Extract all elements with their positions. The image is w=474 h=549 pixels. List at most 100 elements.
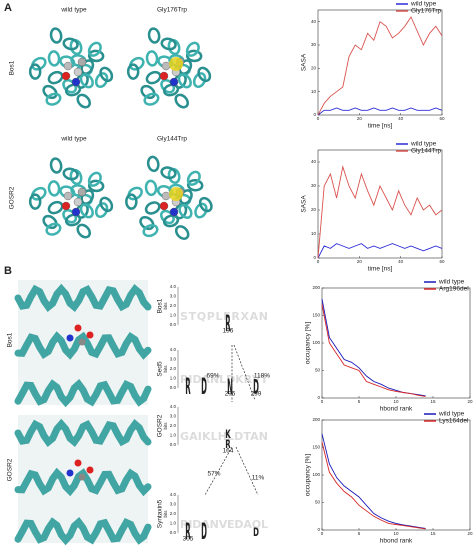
helix <box>147 27 161 44</box>
y-axis-label: occupancy [%] <box>305 322 312 364</box>
logo-position: 296 <box>225 391 236 398</box>
atom <box>71 207 81 217</box>
logo-tick-label: 2.0 <box>170 511 177 516</box>
helix <box>49 27 63 44</box>
x-tick-label: 60 <box>439 116 445 121</box>
y-tick-label: 30 <box>311 183 317 188</box>
logo-letter: R <box>185 519 190 545</box>
logo-tick-label: 2.0 <box>170 366 177 371</box>
x-tick-label: 5 <box>358 531 361 536</box>
helix <box>186 170 201 186</box>
helix <box>62 167 79 181</box>
helix <box>42 84 58 100</box>
helix <box>28 63 42 80</box>
helix <box>76 93 91 109</box>
atom <box>77 187 87 197</box>
logo-letter: R <box>225 438 230 451</box>
legend-label: wild type <box>410 1 437 8</box>
helix <box>14 331 152 360</box>
series-line <box>321 433 426 529</box>
logo-letter: D <box>201 519 207 545</box>
helix <box>129 56 145 71</box>
helix <box>47 180 61 197</box>
logo-position: 164 <box>223 448 234 455</box>
logo-letter: D <box>253 526 259 539</box>
helix <box>139 215 155 231</box>
logo-tick-label: 1.0 <box>170 376 177 381</box>
logo-tick-label: 0.0 <box>170 442 177 447</box>
row-label: Bos1 <box>9 60 16 75</box>
helix <box>47 50 61 67</box>
legend-label: Gly176Trp <box>411 8 441 15</box>
y-axis-label: SASA <box>301 195 308 213</box>
series-line <box>317 16 443 116</box>
helix <box>62 37 79 51</box>
series-line <box>317 243 443 259</box>
y-tick-label: 40 <box>311 159 317 164</box>
y-axis-label: SASA <box>301 53 308 71</box>
atom <box>78 473 86 481</box>
x-axis-label: time [ns] <box>368 123 393 130</box>
legend-label: Arg196del <box>439 286 469 293</box>
helix <box>87 171 102 187</box>
x-tick-label: 0 <box>317 259 320 264</box>
helix <box>76 223 91 239</box>
atom <box>73 67 83 77</box>
x-axis-label: hbond rank <box>380 538 413 545</box>
atom <box>161 191 171 201</box>
atom <box>63 191 73 201</box>
helix <box>49 157 63 174</box>
helix <box>87 49 105 63</box>
sequence-logos: Bos1 bits0.01.02.03.04.0STQPLFRXANR196Sed… <box>157 284 269 544</box>
x-tick-label: 40 <box>398 259 404 264</box>
helix <box>145 50 159 67</box>
helix <box>79 73 94 89</box>
helix <box>144 201 161 215</box>
helix <box>64 213 82 227</box>
helix <box>192 72 207 89</box>
logo-axis-label: bits <box>163 365 168 373</box>
plot-frame <box>321 287 471 399</box>
x-tick-label: 20 <box>467 531 473 536</box>
legend-label: wild type <box>438 279 465 286</box>
helix <box>194 202 208 219</box>
series-line <box>321 304 426 397</box>
helix <box>45 92 62 106</box>
helix <box>162 83 180 97</box>
y-tick-label: 200 <box>312 417 320 422</box>
logo-letter: R <box>185 374 190 400</box>
logo-letter: D <box>201 374 207 400</box>
logo-tick-label: 4.0 <box>170 404 177 409</box>
row-label: GOSR2 <box>9 186 16 209</box>
y-tick-label: 0 <box>317 527 320 532</box>
logo-position: 196 <box>223 328 234 335</box>
y-tick-label: 0 <box>313 112 316 117</box>
logo-tick-label: 1.0 <box>170 521 177 526</box>
column-label: Gly176Trp <box>157 7 187 14</box>
helix <box>125 193 138 210</box>
y-tick-label: 0 <box>317 395 320 400</box>
helix <box>174 93 189 109</box>
series-line <box>317 165 443 259</box>
row-label: Bos1 <box>7 332 14 347</box>
series-line <box>321 441 426 530</box>
atom <box>169 187 183 201</box>
helix <box>79 203 94 219</box>
logo-tick-label: 2.0 <box>170 423 177 428</box>
plot-frame <box>317 149 443 259</box>
x-tick-label: 10 <box>393 399 399 404</box>
x-tick-label: 40 <box>398 116 404 121</box>
helix <box>14 467 152 497</box>
logo-tick-label: 1.0 <box>170 433 177 438</box>
logo-axis-label: bits <box>163 422 168 430</box>
logo-axis-label: bits <box>163 510 168 518</box>
helix <box>94 72 109 89</box>
helix <box>14 418 152 448</box>
logo-tick-label: 0.0 <box>170 385 177 390</box>
helix <box>178 203 193 219</box>
percentage: 11% <box>252 475 265 482</box>
helix <box>146 155 160 173</box>
helix <box>185 49 203 63</box>
helix <box>177 73 192 89</box>
helix <box>186 178 204 192</box>
